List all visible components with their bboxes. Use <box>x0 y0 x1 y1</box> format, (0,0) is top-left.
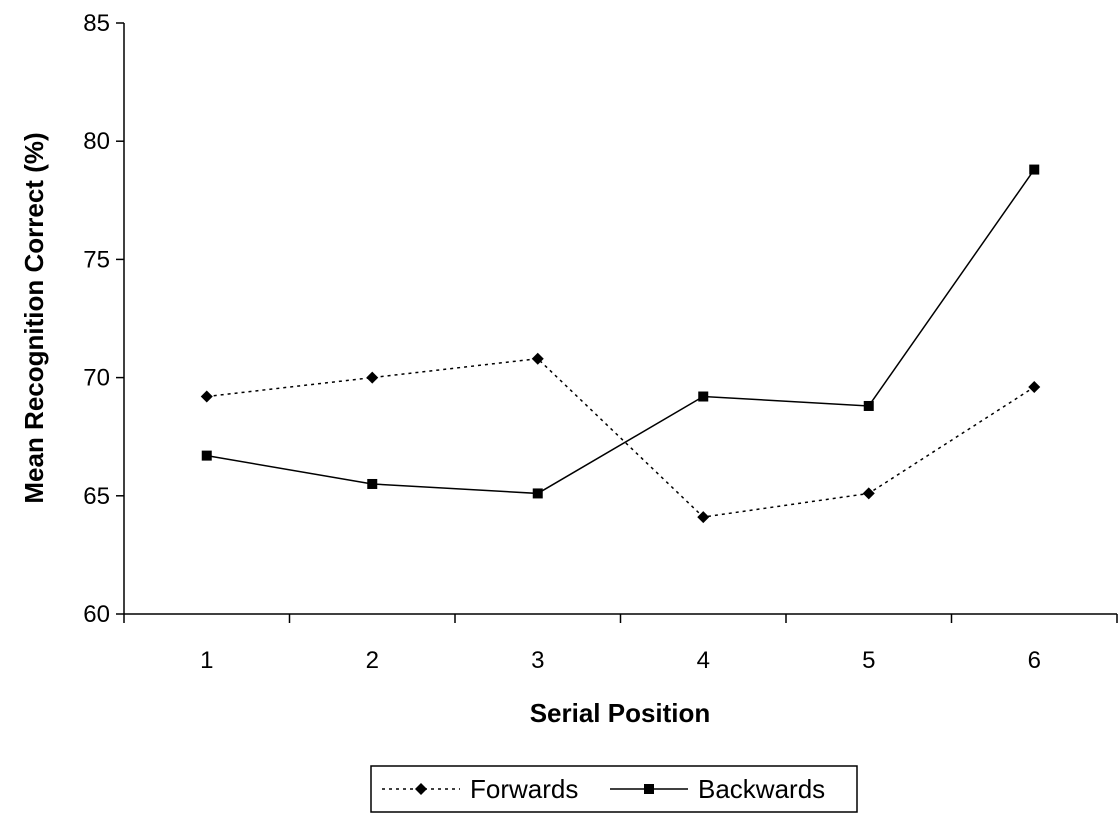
forwards-data-point <box>697 511 710 524</box>
x-tick-label: 4 <box>697 647 710 674</box>
y-tick-label: 65 <box>83 483 110 510</box>
x-tick-label: 6 <box>1028 647 1041 674</box>
forwards-data-point <box>1028 381 1041 394</box>
y-tick-label: 85 <box>83 10 110 37</box>
y-tick-label: 75 <box>83 246 110 273</box>
forwards-data-point <box>531 352 544 365</box>
backwards-series-line <box>206 169 1035 495</box>
legend-forwards-marker <box>415 783 427 795</box>
y-axis-title: Mean Recognition Correct (%) <box>19 132 49 503</box>
x-tick-label: 2 <box>366 647 379 674</box>
forwards-data-point <box>366 371 379 384</box>
x-axis-title: Serial Position <box>530 698 711 728</box>
series-layer <box>200 164 1041 524</box>
legend-backwards-label: Backwards <box>698 774 825 804</box>
y-tick-label: 70 <box>83 365 110 392</box>
backwards-data-point <box>863 400 874 411</box>
backwards-data-point <box>698 391 709 402</box>
legend: Forwards Backwards <box>370 765 858 813</box>
x-tick-label: 5 <box>862 647 875 674</box>
backwards-data-point <box>201 450 212 461</box>
x-axis-ticks: 1 2 3 4 5 6 <box>123 614 1118 674</box>
legend-forwards-label: Forwards <box>470 774 578 804</box>
backwards-data-point <box>1029 164 1040 175</box>
x-tick-label: 3 <box>531 647 544 674</box>
x-tick-label: 1 <box>200 647 213 674</box>
forwards-series-line <box>206 357 1035 518</box>
backwards-data-point <box>532 488 543 499</box>
forwards-data-point <box>862 487 875 500</box>
forwards-data-point <box>200 390 213 403</box>
legend-backwards-marker <box>644 784 654 794</box>
y-tick-label: 80 <box>83 128 110 155</box>
plot-area: 60 65 70 75 80 85 1 2 3 4 5 6 <box>83 10 1118 674</box>
y-axis-ticks: 60 65 70 75 80 85 <box>83 10 124 628</box>
y-tick-label: 60 <box>83 601 110 628</box>
backwards-data-point <box>367 478 378 489</box>
